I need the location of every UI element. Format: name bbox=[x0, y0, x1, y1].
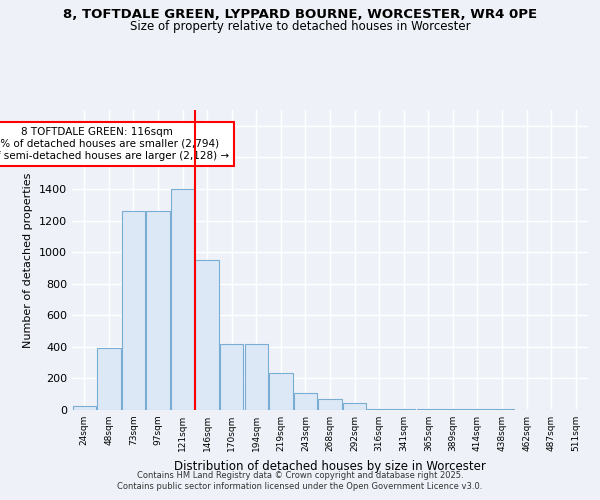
Bar bbox=[343, 403, 366, 410]
X-axis label: Distribution of detached houses by size in Worcester: Distribution of detached houses by size … bbox=[174, 460, 486, 472]
Bar bbox=[245, 344, 268, 410]
Bar bbox=[269, 373, 293, 410]
Bar bbox=[97, 348, 121, 410]
Text: Contains public sector information licensed under the Open Government Licence v3: Contains public sector information licen… bbox=[118, 482, 482, 491]
Bar bbox=[294, 392, 317, 410]
Text: Contains HM Land Registry data © Crown copyright and database right 2025.: Contains HM Land Registry data © Crown c… bbox=[137, 471, 463, 480]
Bar bbox=[171, 189, 194, 410]
Text: Size of property relative to detached houses in Worcester: Size of property relative to detached ho… bbox=[130, 20, 470, 33]
Text: 8, TOFTDALE GREEN, LYPPARD BOURNE, WORCESTER, WR4 0PE: 8, TOFTDALE GREEN, LYPPARD BOURNE, WORCE… bbox=[63, 8, 537, 20]
Bar bbox=[196, 260, 219, 410]
Bar bbox=[319, 400, 341, 410]
Bar bbox=[146, 211, 170, 410]
Bar bbox=[392, 409, 415, 410]
Bar bbox=[490, 409, 514, 410]
Y-axis label: Number of detached properties: Number of detached properties bbox=[23, 172, 34, 348]
Bar bbox=[122, 211, 145, 410]
Bar bbox=[416, 409, 440, 410]
Bar bbox=[367, 409, 391, 410]
Bar bbox=[441, 409, 464, 410]
Bar bbox=[220, 344, 244, 410]
Bar bbox=[73, 406, 96, 410]
Bar bbox=[466, 409, 489, 410]
Text: 8 TOFTDALE GREEN: 116sqm
← 57% of detached houses are smaller (2,794)
43% of sem: 8 TOFTDALE GREEN: 116sqm ← 57% of detach… bbox=[0, 128, 229, 160]
